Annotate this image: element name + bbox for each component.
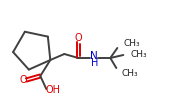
- Text: O: O: [75, 33, 82, 43]
- Text: CH₃: CH₃: [123, 38, 140, 48]
- Text: CH₃: CH₃: [130, 50, 147, 58]
- Text: N: N: [90, 51, 98, 61]
- Text: OH: OH: [46, 85, 61, 95]
- Text: H: H: [91, 58, 98, 68]
- Text: CH₃: CH₃: [121, 68, 138, 78]
- Text: O: O: [20, 75, 27, 85]
